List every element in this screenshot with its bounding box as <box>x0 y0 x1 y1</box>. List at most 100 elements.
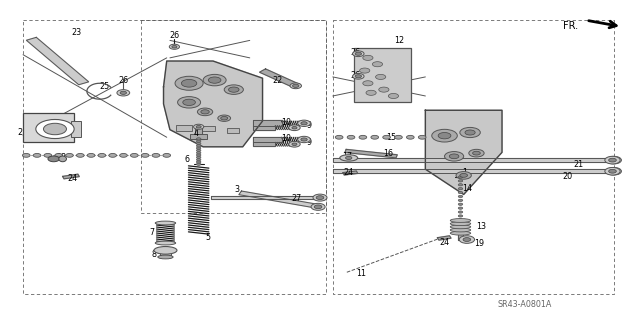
Circle shape <box>366 90 376 95</box>
Text: 23: 23 <box>71 28 81 37</box>
Polygon shape <box>259 69 301 88</box>
Circle shape <box>406 135 414 139</box>
Polygon shape <box>345 149 397 158</box>
Text: 19: 19 <box>475 239 484 248</box>
Circle shape <box>458 176 463 178</box>
Circle shape <box>388 93 399 99</box>
Circle shape <box>449 154 459 159</box>
Circle shape <box>196 147 201 149</box>
Polygon shape <box>458 233 463 240</box>
Circle shape <box>301 122 307 125</box>
Ellipse shape <box>59 156 67 162</box>
Circle shape <box>218 115 230 122</box>
Circle shape <box>335 135 343 139</box>
Circle shape <box>606 167 621 175</box>
Circle shape <box>181 79 197 87</box>
Circle shape <box>458 195 463 197</box>
Circle shape <box>170 44 179 49</box>
Text: 1: 1 <box>463 168 467 177</box>
Bar <box>176 125 192 131</box>
Circle shape <box>346 156 352 160</box>
Polygon shape <box>253 142 275 146</box>
Circle shape <box>197 108 212 116</box>
Text: 27: 27 <box>291 194 301 203</box>
Bar <box>23 114 74 142</box>
Circle shape <box>458 191 463 194</box>
Text: 3: 3 <box>234 185 239 194</box>
Circle shape <box>458 207 463 209</box>
Ellipse shape <box>154 247 177 254</box>
Circle shape <box>445 152 464 161</box>
Text: 22: 22 <box>272 76 282 85</box>
Circle shape <box>460 236 474 243</box>
Text: 18: 18 <box>56 153 67 162</box>
Circle shape <box>33 153 41 157</box>
Circle shape <box>463 238 470 241</box>
Polygon shape <box>253 137 282 142</box>
Circle shape <box>292 84 299 87</box>
Circle shape <box>609 169 616 173</box>
Circle shape <box>316 196 324 199</box>
Ellipse shape <box>451 222 470 226</box>
Circle shape <box>196 145 201 147</box>
Text: 12: 12 <box>394 36 404 45</box>
Circle shape <box>313 194 327 201</box>
Circle shape <box>120 153 127 157</box>
Circle shape <box>196 161 201 163</box>
Circle shape <box>196 142 201 145</box>
Circle shape <box>606 156 621 164</box>
Ellipse shape <box>340 155 358 161</box>
Polygon shape <box>333 158 614 162</box>
Circle shape <box>605 156 620 164</box>
Circle shape <box>458 180 463 182</box>
Circle shape <box>290 83 301 89</box>
Circle shape <box>196 149 201 152</box>
Circle shape <box>196 163 201 165</box>
Circle shape <box>301 138 307 141</box>
Polygon shape <box>239 191 318 208</box>
Circle shape <box>152 153 160 157</box>
Circle shape <box>289 125 300 130</box>
Text: 21: 21 <box>573 160 584 169</box>
Polygon shape <box>195 128 202 134</box>
Circle shape <box>458 215 463 217</box>
Circle shape <box>44 153 52 157</box>
Ellipse shape <box>156 221 175 225</box>
Polygon shape <box>343 171 358 175</box>
Circle shape <box>355 75 362 78</box>
Circle shape <box>460 127 480 137</box>
Text: FR.: FR. <box>563 21 578 31</box>
Circle shape <box>76 153 84 157</box>
Text: 7: 7 <box>150 228 155 237</box>
Ellipse shape <box>158 255 173 259</box>
Circle shape <box>183 99 195 106</box>
Circle shape <box>196 140 201 142</box>
Circle shape <box>196 125 201 128</box>
Circle shape <box>458 184 463 186</box>
Circle shape <box>460 174 467 177</box>
Circle shape <box>376 74 386 79</box>
Circle shape <box>196 159 201 161</box>
Circle shape <box>347 135 355 139</box>
Polygon shape <box>26 37 89 85</box>
Circle shape <box>372 62 383 67</box>
Circle shape <box>292 126 297 129</box>
Circle shape <box>141 153 149 157</box>
Circle shape <box>468 149 484 157</box>
Text: 26: 26 <box>118 76 129 85</box>
Polygon shape <box>437 236 451 240</box>
Text: 25: 25 <box>99 82 109 91</box>
Text: 10: 10 <box>281 117 291 127</box>
Circle shape <box>175 76 203 90</box>
Text: 24: 24 <box>343 168 353 177</box>
Circle shape <box>371 135 379 139</box>
Circle shape <box>610 158 618 162</box>
Circle shape <box>221 116 228 120</box>
Ellipse shape <box>451 219 470 222</box>
Circle shape <box>44 123 67 135</box>
Circle shape <box>196 156 201 159</box>
Circle shape <box>224 85 243 94</box>
Circle shape <box>109 153 116 157</box>
Circle shape <box>98 153 106 157</box>
Circle shape <box>609 158 616 162</box>
